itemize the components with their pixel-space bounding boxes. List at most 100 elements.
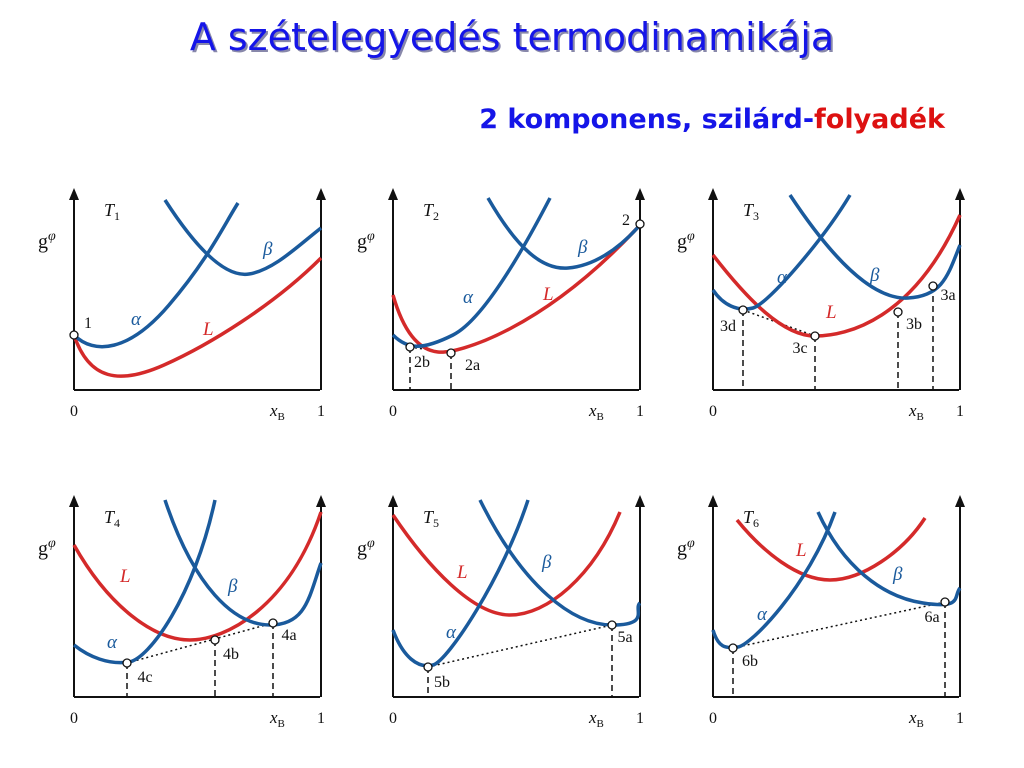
y-axis-label: gφ xyxy=(357,536,375,560)
x-axis-label: xB xyxy=(588,401,604,423)
tie-line xyxy=(732,601,946,649)
y-superscript: φ xyxy=(687,536,695,551)
alpha-label: α xyxy=(757,604,768,625)
point-label: 5b xyxy=(434,674,450,691)
liquid-label: L xyxy=(456,562,468,583)
point-label: 6b xyxy=(742,653,758,670)
alpha-label: α xyxy=(777,267,788,288)
temperature-symbol: T xyxy=(423,200,435,220)
liquid-label: L xyxy=(202,319,214,340)
y-axis-label: gφ xyxy=(38,536,56,560)
alpha-curve xyxy=(711,194,852,311)
x-symbol: x xyxy=(588,401,597,420)
axis-arrow xyxy=(388,495,398,507)
temperature-symbol: T xyxy=(104,507,116,527)
x-axis-label: xB xyxy=(269,708,285,730)
alpha-label: α xyxy=(446,622,457,643)
y-superscript: φ xyxy=(48,229,56,244)
point xyxy=(268,618,278,628)
y-axis-label: gφ xyxy=(677,536,695,560)
liquid-label: L xyxy=(119,566,131,587)
temperature-index: 3 xyxy=(753,209,759,223)
point-label: 2 xyxy=(622,212,630,229)
beta-label: β xyxy=(541,552,552,573)
axis-arrow xyxy=(69,188,79,200)
point xyxy=(423,662,433,672)
alpha-curve xyxy=(72,499,217,665)
subtitle: 2 komponens, szilárd-folyadék xyxy=(479,104,946,135)
x-symbol: x xyxy=(269,708,278,727)
x-symbol: x xyxy=(908,401,917,420)
point-label: 4b xyxy=(223,646,239,663)
y-axis-label: gφ xyxy=(38,229,56,253)
temperature-index: 4 xyxy=(114,516,120,530)
liquid-curve xyxy=(735,517,927,582)
point-label: 3c xyxy=(792,340,807,357)
temperature-label: T1 xyxy=(104,200,120,223)
point-label: 3a xyxy=(940,287,955,304)
point xyxy=(405,342,415,352)
point xyxy=(210,635,220,645)
temperature-symbol: T xyxy=(743,507,755,527)
axis-arrow xyxy=(955,495,965,507)
beta-curve xyxy=(163,499,323,627)
point-label: 6a xyxy=(924,609,939,626)
panel: T6 gφ xB 0 1 α β L 6b 6a xyxy=(677,495,965,730)
x-symbol: x xyxy=(269,401,278,420)
beta-curve xyxy=(816,511,962,607)
y-symbol: g xyxy=(38,231,48,253)
y-symbol: g xyxy=(357,538,367,560)
x-axis-label: xB xyxy=(908,708,924,730)
x-subscript: B xyxy=(597,718,604,730)
point xyxy=(607,620,617,630)
axis-arrow xyxy=(69,495,79,507)
beta-curve xyxy=(478,499,642,627)
beta-label: β xyxy=(892,564,903,585)
liquid-curve xyxy=(72,256,323,378)
x-tick-label: 0 xyxy=(709,403,717,420)
y-axis-label: gφ xyxy=(677,229,695,253)
point xyxy=(810,331,820,341)
alpha-curve xyxy=(711,511,837,650)
panel: T3 gφ xB 0 1 α β L 3d 3c 3b 3a xyxy=(677,188,965,423)
liquid-curve xyxy=(391,511,622,617)
x-symbol: x xyxy=(588,708,597,727)
point-label: 2a xyxy=(465,357,480,374)
beta-label: β xyxy=(262,239,273,260)
x-subscript: B xyxy=(278,411,285,423)
point xyxy=(635,219,645,229)
subtitle-highlight: folyadék xyxy=(814,104,946,135)
axis-arrow xyxy=(635,495,645,507)
x-subscript: B xyxy=(597,411,604,423)
y-symbol: g xyxy=(38,538,48,560)
axis-arrow xyxy=(955,188,965,200)
point xyxy=(940,597,950,607)
x-tick-label: 0 xyxy=(389,403,397,420)
title: A szételegyedés termodinamikája xyxy=(190,15,834,59)
temperature-index: 2 xyxy=(433,209,439,223)
point-label: 3b xyxy=(906,316,922,333)
beta-curve xyxy=(788,194,962,300)
x-tick-label: 1 xyxy=(317,710,325,727)
liquid-label: L xyxy=(795,540,807,561)
point-label: 1 xyxy=(84,315,92,332)
point xyxy=(738,305,748,315)
x-tick-label: 0 xyxy=(389,710,397,727)
y-axis-label: gφ xyxy=(357,229,375,253)
x-tick-label: 0 xyxy=(70,710,78,727)
point xyxy=(728,643,738,653)
tie-line xyxy=(126,622,274,664)
temperature-label: T5 xyxy=(423,507,439,530)
x-tick-label: 0 xyxy=(70,403,78,420)
point xyxy=(928,281,938,291)
y-superscript: φ xyxy=(367,536,375,551)
x-tick-label: 1 xyxy=(956,710,964,727)
alpha-label: α xyxy=(107,632,118,653)
axis-arrow xyxy=(316,188,326,200)
temperature-index: 1 xyxy=(114,209,120,223)
point xyxy=(446,348,456,358)
temperature-symbol: T xyxy=(743,200,755,220)
axis-arrow xyxy=(635,188,645,200)
